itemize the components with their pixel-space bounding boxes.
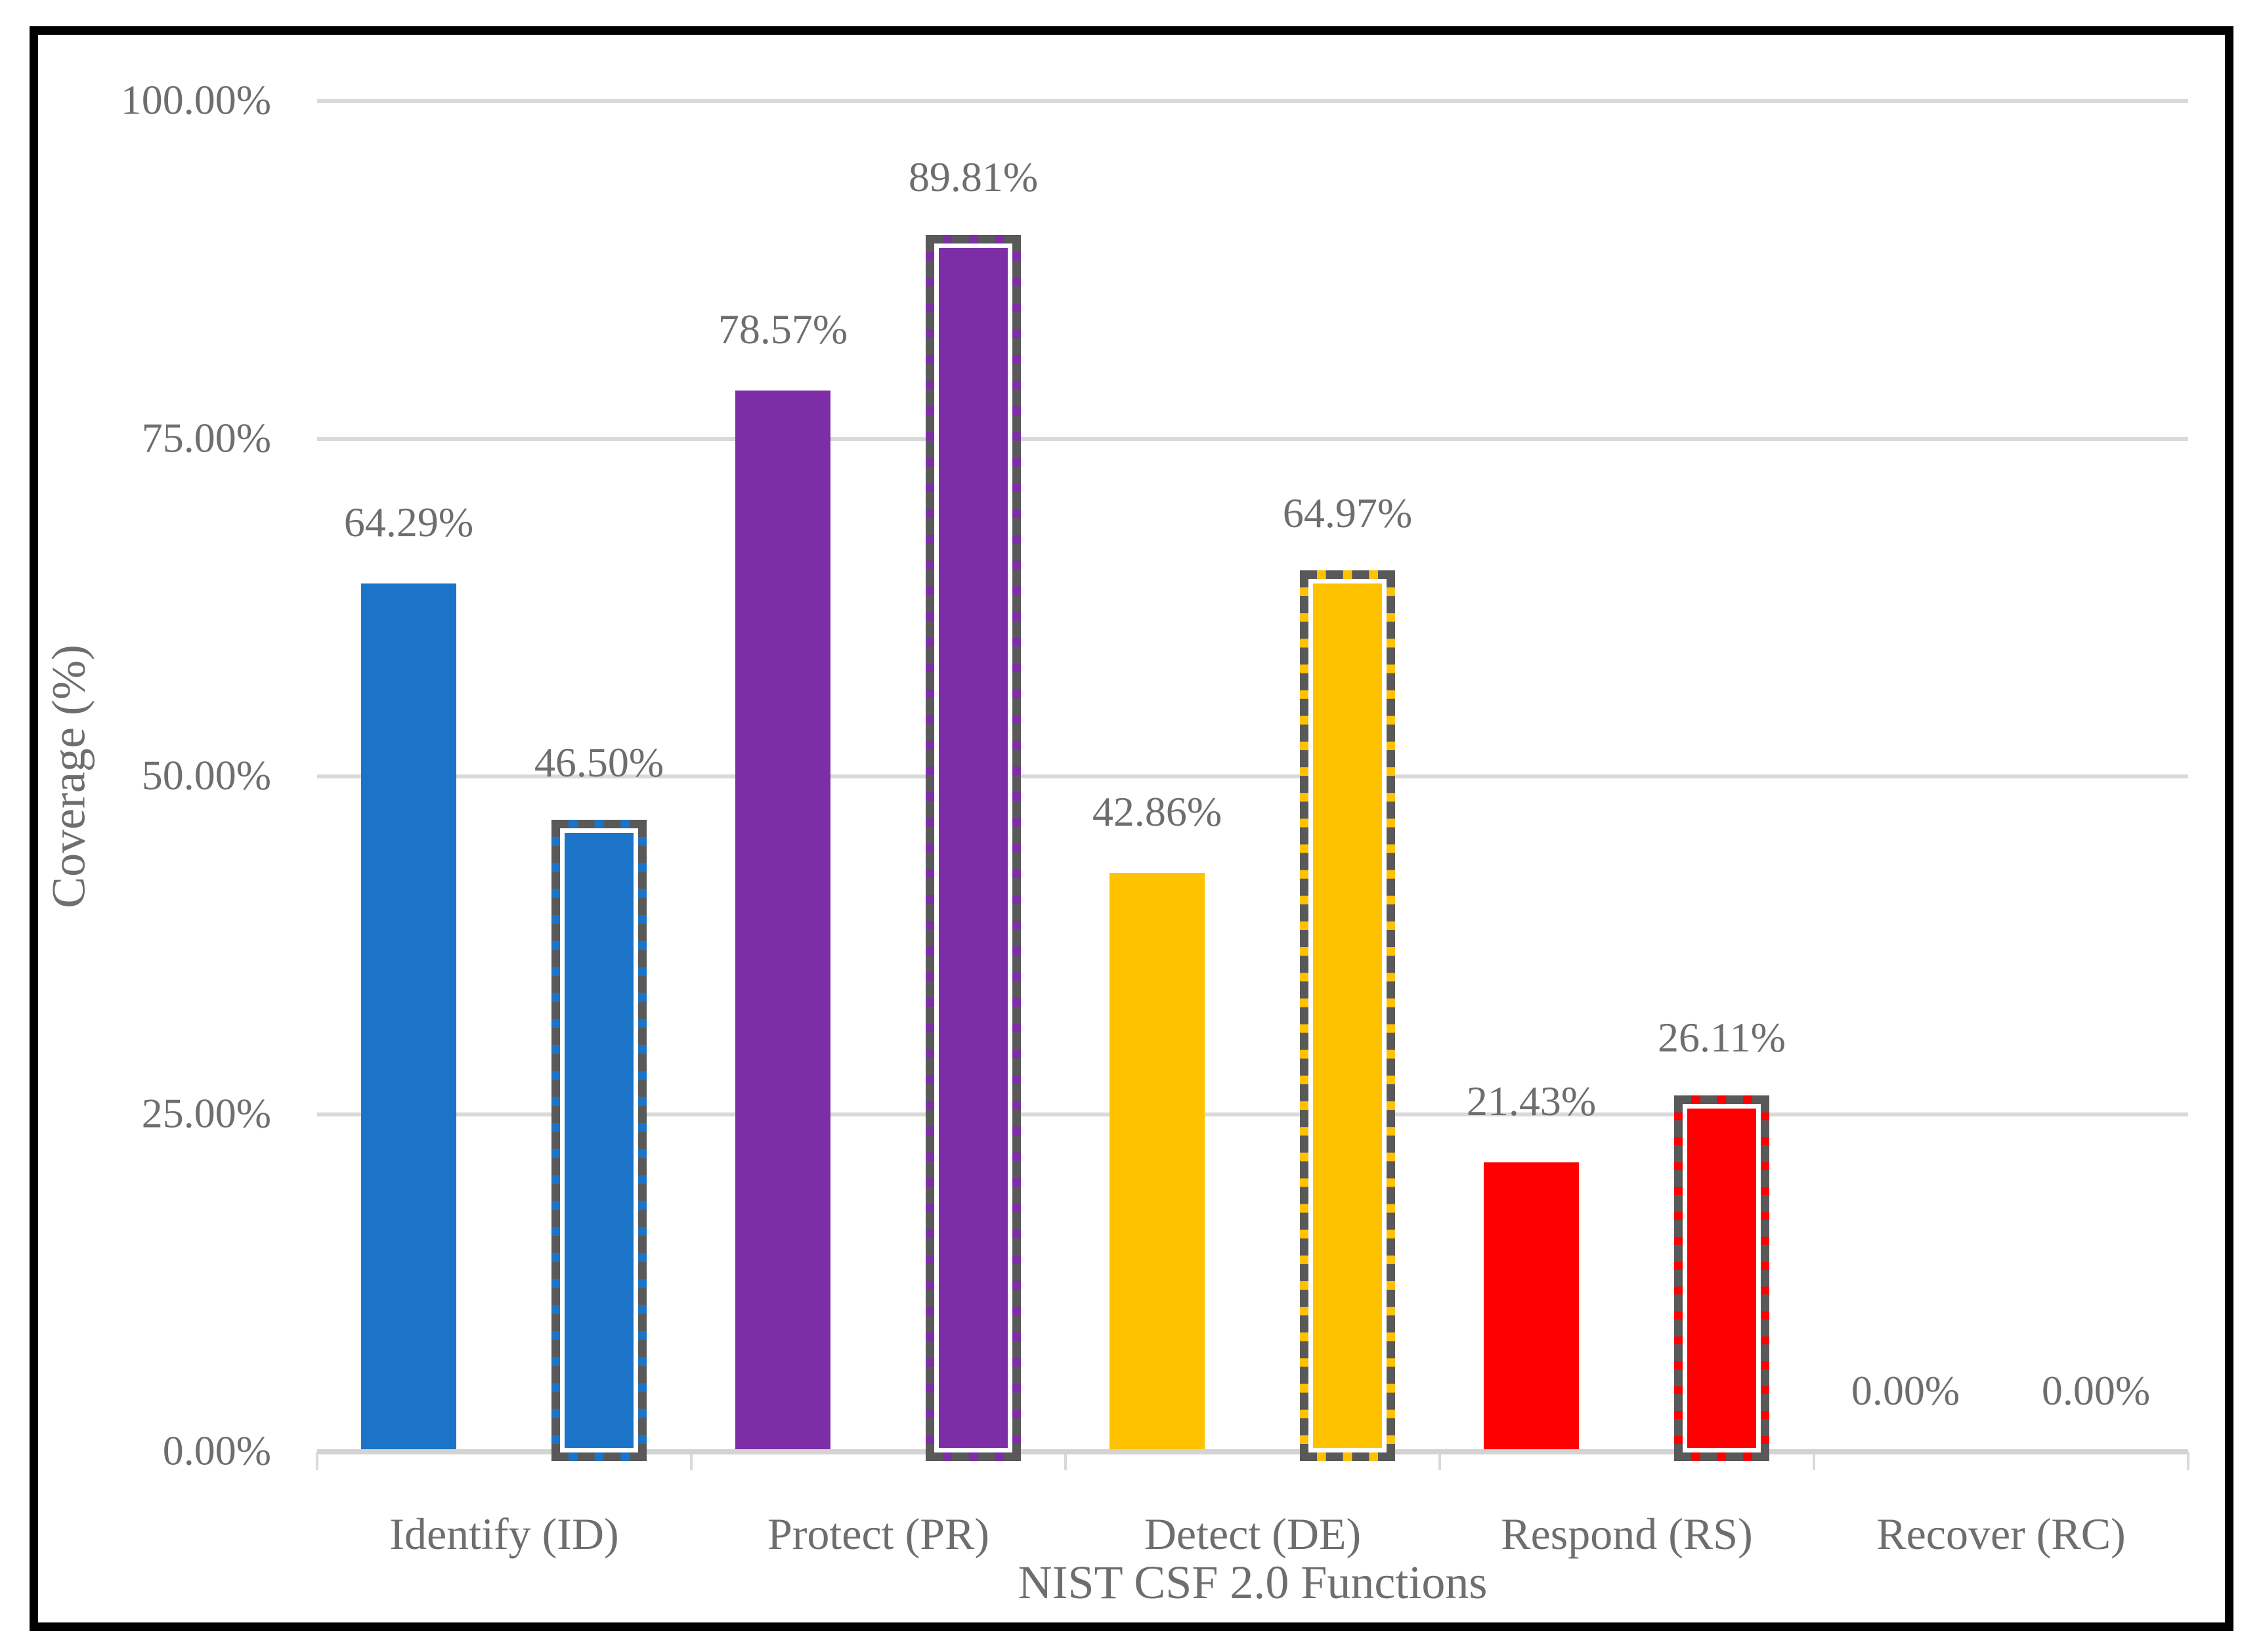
bar-protect-pr-solid	[735, 391, 830, 1452]
x-axis-tick	[690, 1452, 693, 1470]
gridline-50-00	[317, 774, 2188, 778]
x-label-recover-rc: Recover (RC)	[1876, 1509, 2126, 1559]
bar-detect-de-solid	[1110, 872, 1205, 1452]
y-tick-label-50-00: 50.00%	[141, 752, 271, 799]
x-axis-tick	[2187, 1452, 2189, 1470]
chart-frame: Coverage (%) 0.00% 25.00% 50.00% 75.00% 100.…	[30, 26, 2233, 1631]
y-tick-label-0-00: 0.00%	[162, 1427, 271, 1474]
y-axis-tick-labels: 0.00% 25.00% 50.00% 75.00% 100.00%	[30, 26, 271, 1631]
gridline-25-00	[317, 1112, 2188, 1116]
bar-identify-id-solid	[361, 583, 456, 1452]
bar-respond-rs-dashed	[1674, 1095, 1769, 1461]
x-axis-tick	[1438, 1452, 1441, 1470]
y-tick-label-100-00: 100.00%	[120, 76, 271, 123]
x-axis-tick	[1813, 1452, 1815, 1470]
x-label-respond-rs: Respond (RS)	[1501, 1509, 1753, 1559]
bar-protect-pr-dashed	[926, 234, 1021, 1461]
x-label-identify-id: Identify (ID)	[389, 1509, 619, 1559]
x-axis-category-labels: Identify (ID) Protect (PR) Detect (DE) Resp…	[30, 26, 2233, 1631]
x-axis-title: NIST CSF 2.0 Functions	[1018, 1556, 1488, 1609]
y-tick-label-75-00: 75.00%	[141, 414, 271, 461]
bar-respond-rs-solid	[1484, 1162, 1579, 1452]
y-tick-label-25-00: 25.00%	[141, 1090, 271, 1137]
x-label-protect-pr: Protect (PR)	[767, 1509, 990, 1559]
bar-identify-id-dashed	[551, 820, 647, 1461]
gridline-75-00	[317, 436, 2188, 441]
x-axis-tick	[316, 1452, 318, 1470]
x-axis-line	[317, 1449, 2188, 1454]
gridline-100-00	[317, 99, 2188, 103]
bar-detect-de-dashed	[1300, 570, 1395, 1461]
x-label-detect-de: Detect (DE)	[1144, 1509, 1362, 1559]
x-axis-tick	[1064, 1452, 1067, 1470]
